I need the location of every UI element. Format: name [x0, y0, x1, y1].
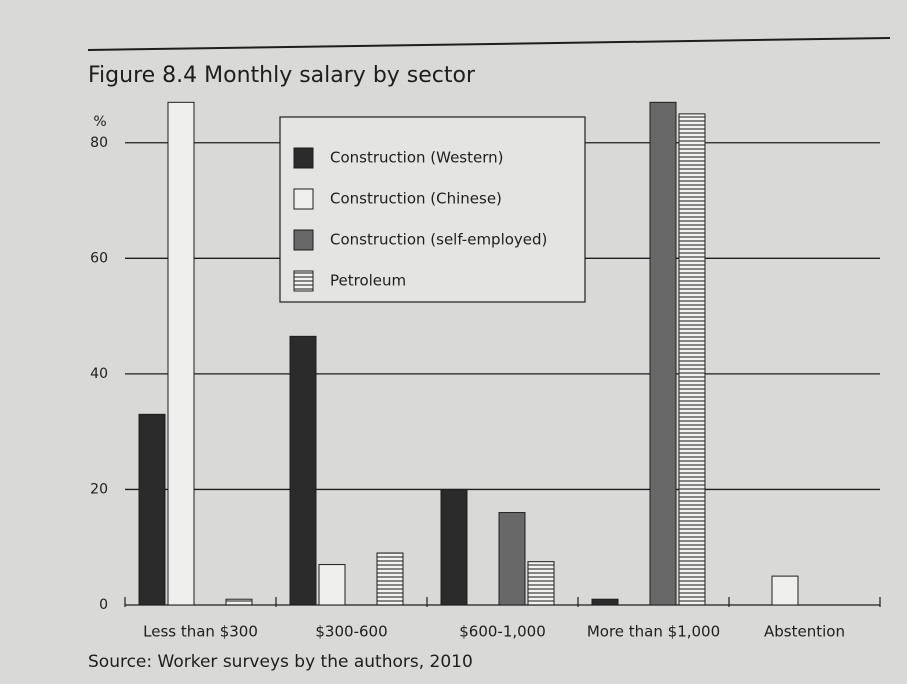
x-tick-label: Abstention: [764, 623, 845, 641]
bar: [289, 335, 317, 606]
bar: [591, 598, 619, 606]
bar: [678, 113, 706, 606]
legend-swatch: [293, 188, 314, 210]
bar: [167, 101, 195, 606]
y-tick-label: 80: [90, 135, 108, 151]
bar: [649, 101, 677, 606]
legend-swatch: [293, 270, 314, 292]
y-tick-label: 20: [90, 481, 108, 497]
legend-label: Construction (Western): [330, 149, 504, 167]
bar: [527, 561, 555, 606]
x-tick-label: $600-1,000: [459, 623, 546, 641]
bar: [318, 564, 346, 606]
y-axis-label: %: [93, 114, 106, 130]
legend-box: [279, 116, 586, 303]
y-tick-label: 0: [99, 597, 108, 613]
bar: [771, 575, 799, 606]
chart-title: Figure 8.4 Monthly salary by sector: [88, 63, 476, 88]
bar: [138, 413, 166, 606]
bar: [225, 598, 253, 606]
source-note: Source: Worker surveys by the authors, 2…: [88, 652, 473, 672]
y-tick-label: 60: [90, 250, 108, 266]
y-tick-label: 40: [90, 366, 108, 382]
legend-label: Petroleum: [330, 272, 406, 290]
legend: Construction (Western) Construction (Chin…: [279, 116, 586, 303]
x-tick-label: $300-600: [315, 623, 387, 641]
x-tick-label: More than $1,000: [587, 623, 720, 641]
x-tick-label: Less than $300: [143, 623, 258, 641]
legend-swatch: [293, 229, 314, 251]
bar: [498, 512, 526, 606]
legend-label: Construction (Chinese): [330, 190, 502, 208]
rule: [87, 37, 891, 51]
legend-swatch: [293, 147, 314, 169]
bar: [440, 488, 468, 606]
legend-label: Construction (self-employed): [330, 231, 547, 249]
bar: [376, 552, 404, 606]
